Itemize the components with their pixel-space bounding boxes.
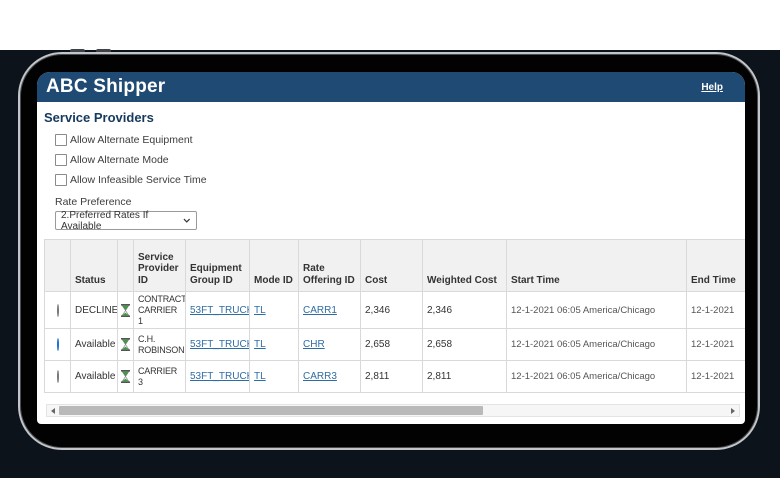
allow-alternate-equipment-checkbox[interactable] <box>55 134 67 146</box>
rate-preference-select[interactable]: 2.Preferred Rates If Available <box>55 209 197 232</box>
status-cell: DECLINED <box>70 290 118 330</box>
start-time-cell: 12-1-2021 06:05 America/Chicago <box>506 328 687 362</box>
status-cell: Available <box>70 360 118 394</box>
service-provider-table: Status Service Provider ID Equipment Gro… <box>44 239 745 394</box>
header-status: Status <box>70 239 118 292</box>
tablet-screen: ABC Shipper Help Service Providers Allow… <box>37 72 745 424</box>
service-time-hourglass-icon <box>121 370 130 384</box>
checkbox-label: Allow Alternate Mode <box>70 154 169 166</box>
checkbox-label: Allow Infeasible Service Time <box>70 174 207 186</box>
scroll-left-icon[interactable] <box>47 407 59 414</box>
scrollbar-thumb[interactable] <box>59 406 483 416</box>
allow-infeasible-service-time-checkbox[interactable] <box>55 174 67 186</box>
mode-link[interactable]: TL <box>254 304 266 316</box>
header-cost: Cost <box>360 239 423 292</box>
header-weighted-cost: Weighted Cost <box>422 239 507 292</box>
rate-preference-label: Rate Preference <box>55 196 132 208</box>
app-header: ABC Shipper Help <box>37 72 745 102</box>
scroll-right-icon[interactable] <box>727 407 739 414</box>
service-provider-cell: CONTRACT CARRIER 1 <box>133 290 186 330</box>
help-link[interactable]: Help <box>701 81 723 93</box>
row-select-radio[interactable] <box>56 338 59 352</box>
equipment-group-link[interactable]: 53FT_TRUCK <box>190 339 250 351</box>
rate-offering-link[interactable]: CARR1 <box>303 304 337 316</box>
cost-cell: 2,658 <box>360 328 423 362</box>
status-cell: Available <box>70 328 118 362</box>
cost-cell: 2,811 <box>360 360 423 394</box>
service-time-hourglass-icon <box>121 303 130 317</box>
horizontal-scrollbar[interactable] <box>46 404 740 418</box>
table-row: DECLINED CONTRACT CARRIER 1 53FT_TRUCK T… <box>44 290 745 330</box>
end-time-cell: 12-1-2021 <box>686 328 745 362</box>
header-select-column <box>44 239 71 292</box>
start-time-cell: 12-1-2021 06:05 America/Chicago <box>506 290 687 330</box>
checkbox-row-alternate-equipment: Allow Alternate Equipment <box>55 134 745 146</box>
checkbox-row-alternate-mode: Allow Alternate Mode <box>55 154 745 166</box>
row-select-radio[interactable] <box>56 303 59 317</box>
rate-offering-link[interactable]: CHR <box>303 339 325 351</box>
header-end-time: End Time <box>686 239 745 292</box>
equipment-group-link[interactable]: 53FT_TRUCK <box>190 371 250 383</box>
rate-offering-link[interactable]: CARR3 <box>303 371 337 383</box>
end-time-cell: 12-1-2021 <box>686 360 745 394</box>
chevron-down-icon <box>183 218 191 223</box>
weighted-cost-cell: 2,346 <box>422 290 507 330</box>
service-provider-cell: C.H. ROBINSON <box>133 328 186 362</box>
weighted-cost-cell: 2,811 <box>422 360 507 394</box>
cost-cell: 2,346 <box>360 290 423 330</box>
service-provider-table-wrap: Status Service Provider ID Equipment Gro… <box>44 239 745 394</box>
end-time-cell: 12-1-2021 <box>686 290 745 330</box>
header-mode-id: Mode ID <box>249 239 299 292</box>
equipment-group-link[interactable]: 53FT_TRUCK <box>190 304 250 316</box>
table-row: Available C.H. ROBINSON 53FT_TRUCK TL CH… <box>44 328 745 362</box>
table-header-row: Status Service Provider ID Equipment Gro… <box>44 239 745 292</box>
mode-link[interactable]: TL <box>254 371 266 383</box>
header-service-provider-id: Service Provider ID <box>133 239 186 292</box>
header-equipment-group-id: Equipment Group ID <box>185 239 250 292</box>
tablet-volume-button <box>70 49 85 53</box>
app-title: ABC Shipper <box>46 76 166 97</box>
start-time-cell: 12-1-2021 06:05 America/Chicago <box>506 360 687 394</box>
page-title: Service Providers <box>44 110 154 125</box>
checkbox-row-infeasible-service-time: Allow Infeasible Service Time <box>55 174 745 186</box>
row-select-radio[interactable] <box>56 370 59 384</box>
page-content: Service Providers Allow Alternate Equipm… <box>37 102 745 424</box>
mode-link[interactable]: TL <box>254 339 266 351</box>
service-time-hourglass-icon <box>121 338 130 352</box>
rate-preference-value: 2.Preferred Rates If Available <box>61 209 149 232</box>
table-row: Available CARRIER 3 53FT_TRUCK TL CARR3 … <box>44 360 745 394</box>
header-flag-column <box>117 239 134 292</box>
weighted-cost-cell: 2,658 <box>422 328 507 362</box>
service-provider-cell: CARRIER 3 <box>133 360 186 394</box>
tablet-volume-button <box>96 49 111 53</box>
header-start-time: Start Time <box>506 239 687 292</box>
header-rate-offering-id: Rate Offering ID <box>298 239 361 292</box>
checkbox-label: Allow Alternate Equipment <box>70 134 193 146</box>
allow-alternate-mode-checkbox[interactable] <box>55 154 67 166</box>
